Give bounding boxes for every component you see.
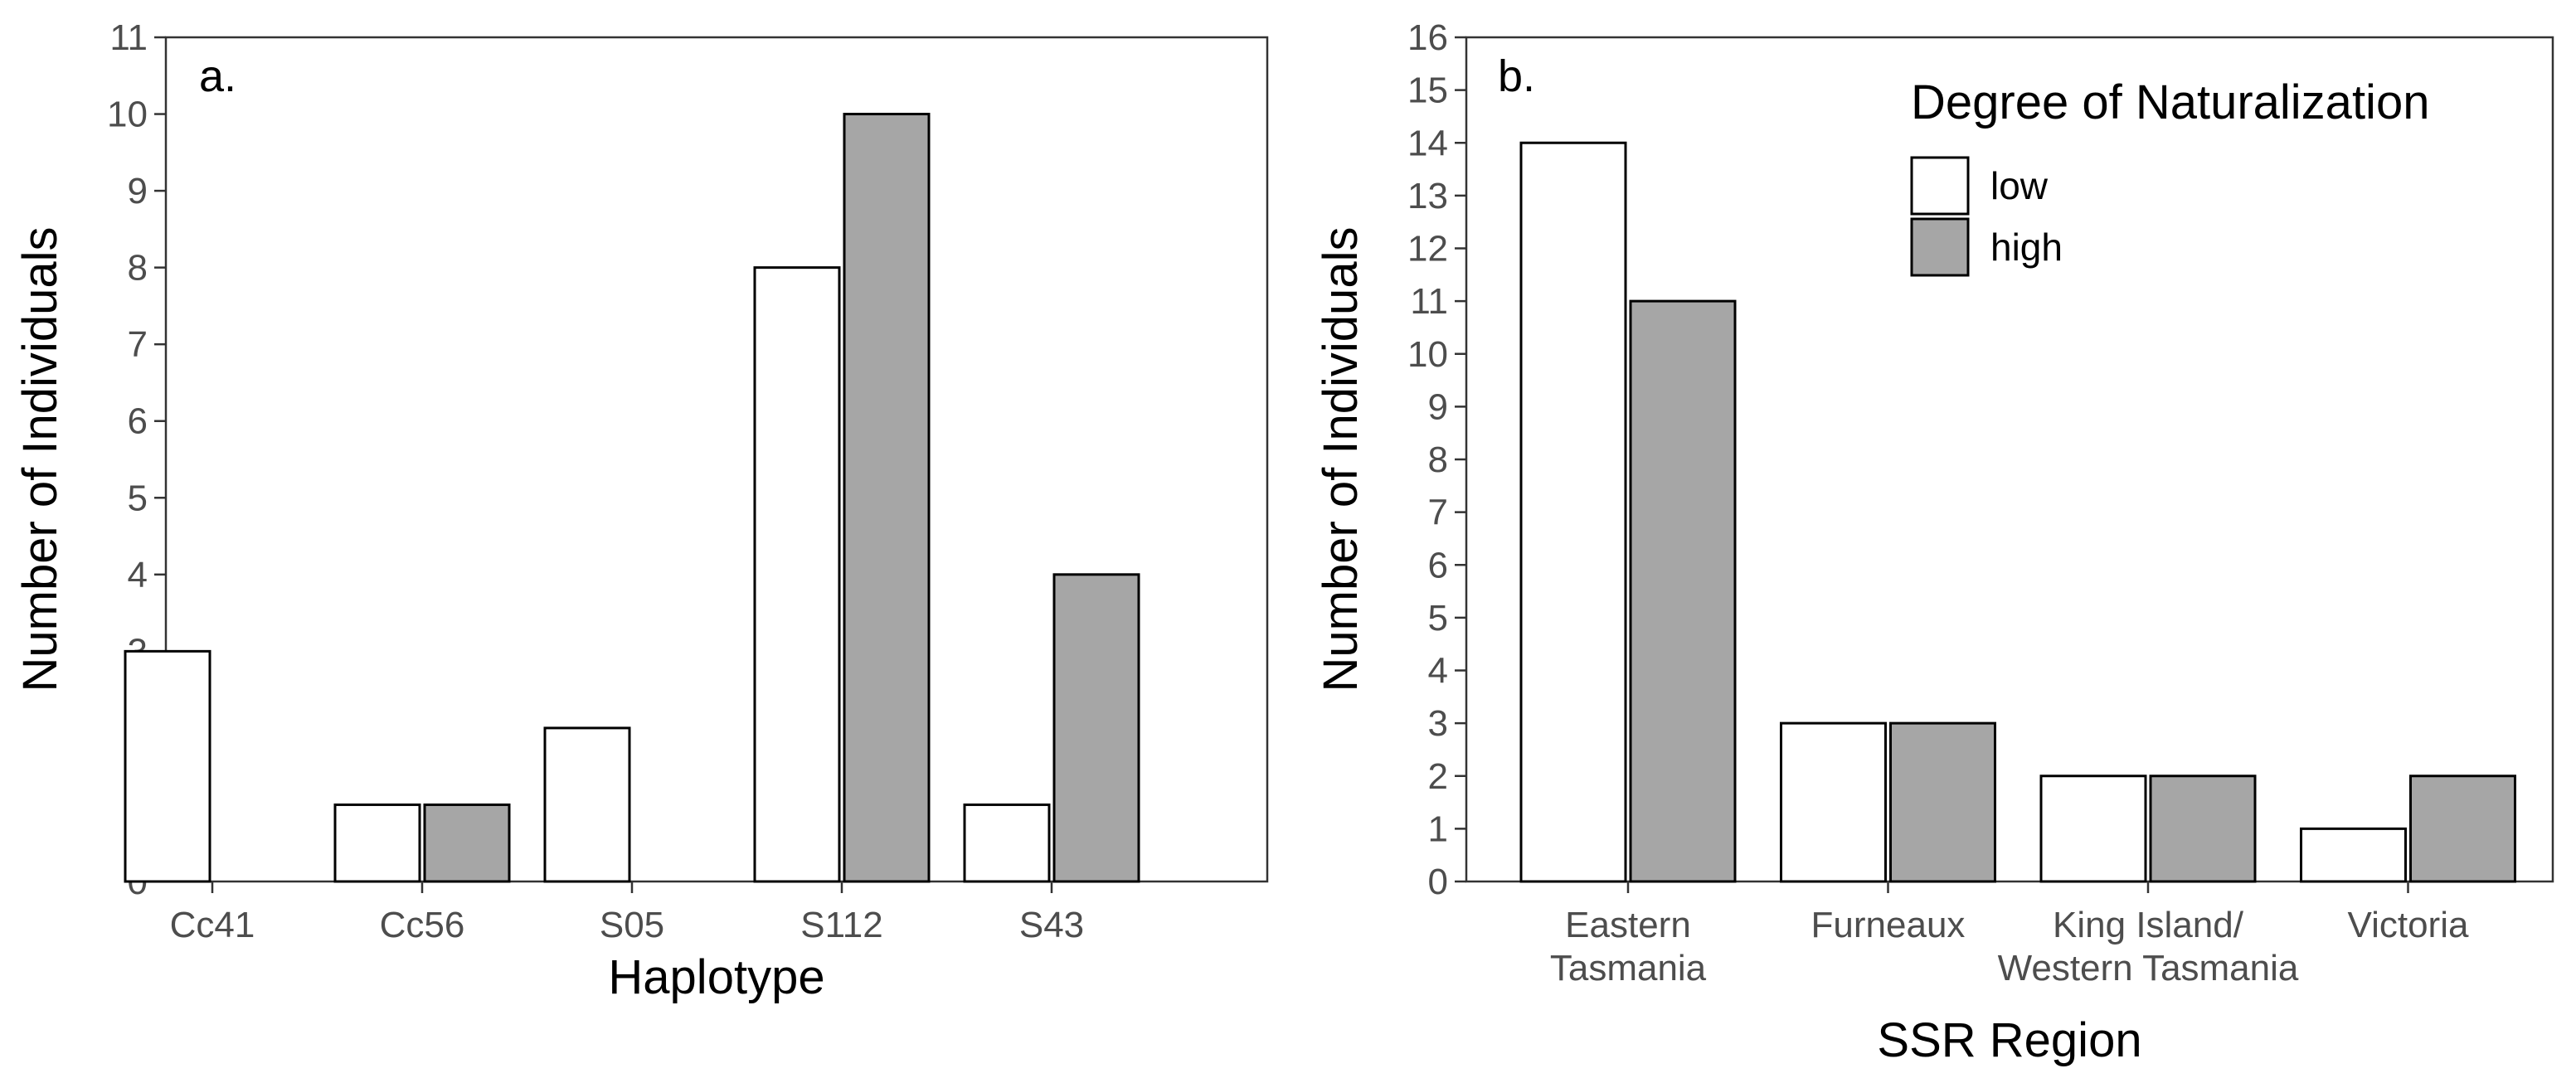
y-tick-label: 6 <box>128 401 148 442</box>
y-tick-label: 9 <box>1428 386 1448 427</box>
bar-low <box>753 266 841 883</box>
y-tick-label: 8 <box>128 248 148 289</box>
y-tick-label: 11 <box>109 17 148 58</box>
y-axis-title: Number of Individuals <box>13 227 67 692</box>
y-tick-label: 1 <box>1428 809 1448 849</box>
y-tick-label: 9 <box>128 171 148 211</box>
x-tick-label: Cc41 <box>170 905 255 945</box>
bar-high <box>423 803 511 883</box>
y-tick-label: 11 <box>1410 281 1448 322</box>
y-tick-label: 10 <box>1407 334 1448 375</box>
bar-high <box>843 113 931 883</box>
bar-low <box>1780 721 1887 883</box>
y-tick-label: 4 <box>128 555 148 595</box>
bar-low <box>1519 141 1627 883</box>
bar-high <box>2409 775 2516 883</box>
y-tick-label: 7 <box>128 324 148 365</box>
y-tick-label: 7 <box>1428 493 1448 533</box>
bar-high <box>2149 775 2257 883</box>
x-tick-label: Western Tasmania <box>1998 948 2299 988</box>
x-tick-label: S43 <box>1019 905 1084 945</box>
y-tick-label: 5 <box>128 478 148 518</box>
legend-key-low <box>1910 156 1970 216</box>
x-tick-label: King Island/ <box>2053 905 2244 945</box>
legend-label-low: low <box>1990 164 2049 207</box>
panel-label: b. <box>1498 51 1535 101</box>
x-axis-title: Haplotype <box>608 950 824 1004</box>
y-tick-label: 16 <box>1407 17 1448 58</box>
y-tick-label: 4 <box>1428 651 1448 692</box>
bar-low <box>2300 827 2407 883</box>
x-tick-label: S05 <box>600 905 664 945</box>
bar-high <box>1889 721 1996 883</box>
bar-low <box>963 803 1051 883</box>
y-tick-label: 10 <box>107 95 148 135</box>
bar-low <box>333 803 421 883</box>
x-tick-label: Victoria <box>2348 905 2469 945</box>
y-tick-label: 2 <box>1428 756 1448 797</box>
x-tick-label: Cc56 <box>380 905 465 945</box>
bar-low <box>124 649 211 883</box>
x-tick-label: Eastern <box>1565 905 1691 945</box>
bar-high <box>1629 299 1737 883</box>
legend-key-high <box>1910 217 1970 277</box>
bar-high <box>1052 573 1140 883</box>
bar-low <box>543 726 631 883</box>
y-tick-label: 13 <box>1407 176 1448 216</box>
bar-low <box>2039 775 2147 883</box>
legend-label-high: high <box>1990 226 2063 269</box>
y-tick-label: 12 <box>1407 229 1448 270</box>
panel-label: a. <box>199 51 236 101</box>
x-tick-label: Tasmania <box>1550 948 1707 988</box>
plot-frame <box>164 36 1269 883</box>
y-tick-label: 6 <box>1428 545 1448 585</box>
y-tick-label: 3 <box>1428 703 1448 744</box>
y-tick-label: 14 <box>1407 123 1448 163</box>
y-tick-label: 15 <box>1407 70 1448 111</box>
x-tick-label: Furneaux <box>1811 905 1966 945</box>
legend-title: Degree of Naturalization <box>1911 75 2429 129</box>
y-axis-title: Number of Individuals <box>1314 227 1368 692</box>
y-tick-label: 0 <box>1428 862 1448 902</box>
x-tick-label: S112 <box>800 905 883 945</box>
y-tick-label: 8 <box>1428 440 1448 480</box>
y-tick-label: 5 <box>1428 598 1448 639</box>
x-axis-title: SSR Region <box>1877 1013 2141 1067</box>
